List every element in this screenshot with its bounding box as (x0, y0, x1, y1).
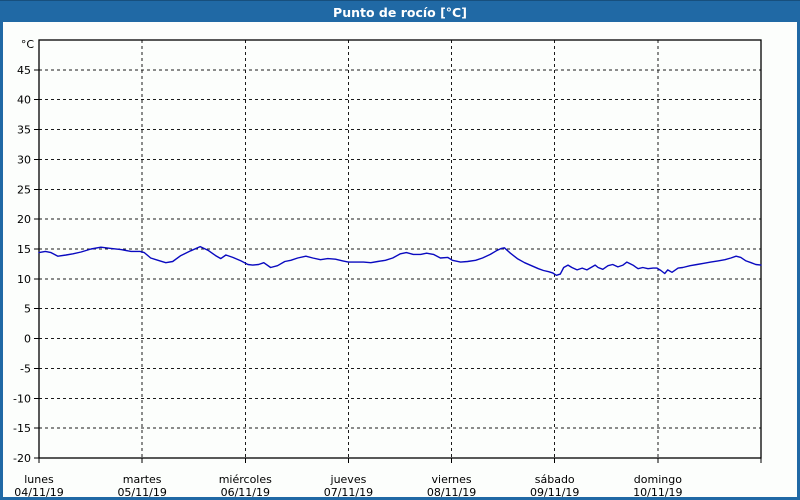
y-tick-label: -5 (20, 362, 31, 375)
x-date-label: 05/11/19 (117, 486, 166, 499)
chart-background (3, 22, 797, 497)
x-day-label: lunes (24, 473, 54, 486)
x-day-label: martes (123, 473, 162, 486)
x-date-label: 10/11/19 (633, 486, 682, 499)
y-axis-unit-label: °C (21, 38, 35, 51)
x-date-label: 09/11/19 (530, 486, 579, 499)
chart-title: Punto de rocío [°C] (333, 4, 467, 20)
y-tick-label: 10 (17, 273, 31, 286)
x-day-label: miércoles (219, 473, 272, 486)
x-date-label: 07/11/19 (324, 486, 373, 499)
y-tick-label: 0 (24, 333, 31, 346)
x-day-label: viernes (432, 473, 472, 486)
x-day-label: sábado (535, 473, 575, 486)
x-day-label: domingo (634, 473, 682, 486)
x-date-label: 06/11/19 (221, 486, 270, 499)
x-day-label: jueves (330, 473, 367, 486)
y-tick-label: 25 (17, 183, 31, 196)
y-tick-label: 15 (17, 243, 31, 256)
dewpoint-series-line (38, 245, 762, 276)
y-tick-label: -10 (13, 392, 31, 405)
title-bar: Punto de rocío [°C] (0, 0, 800, 23)
y-tick-label: -15 (13, 422, 31, 435)
y-tick-label: 30 (17, 153, 31, 166)
x-date-label: 08/11/19 (427, 486, 476, 499)
y-tick-label: 45 (17, 64, 31, 77)
y-tick-label: 35 (17, 124, 31, 137)
x-date-label: 04/11/19 (14, 486, 63, 499)
y-tick-label: -20 (13, 452, 31, 465)
y-tick-label: 5 (24, 303, 31, 316)
y-tick-label: 20 (17, 213, 31, 226)
plot-frame (38, 39, 762, 459)
y-tick-label: 40 (17, 94, 31, 107)
